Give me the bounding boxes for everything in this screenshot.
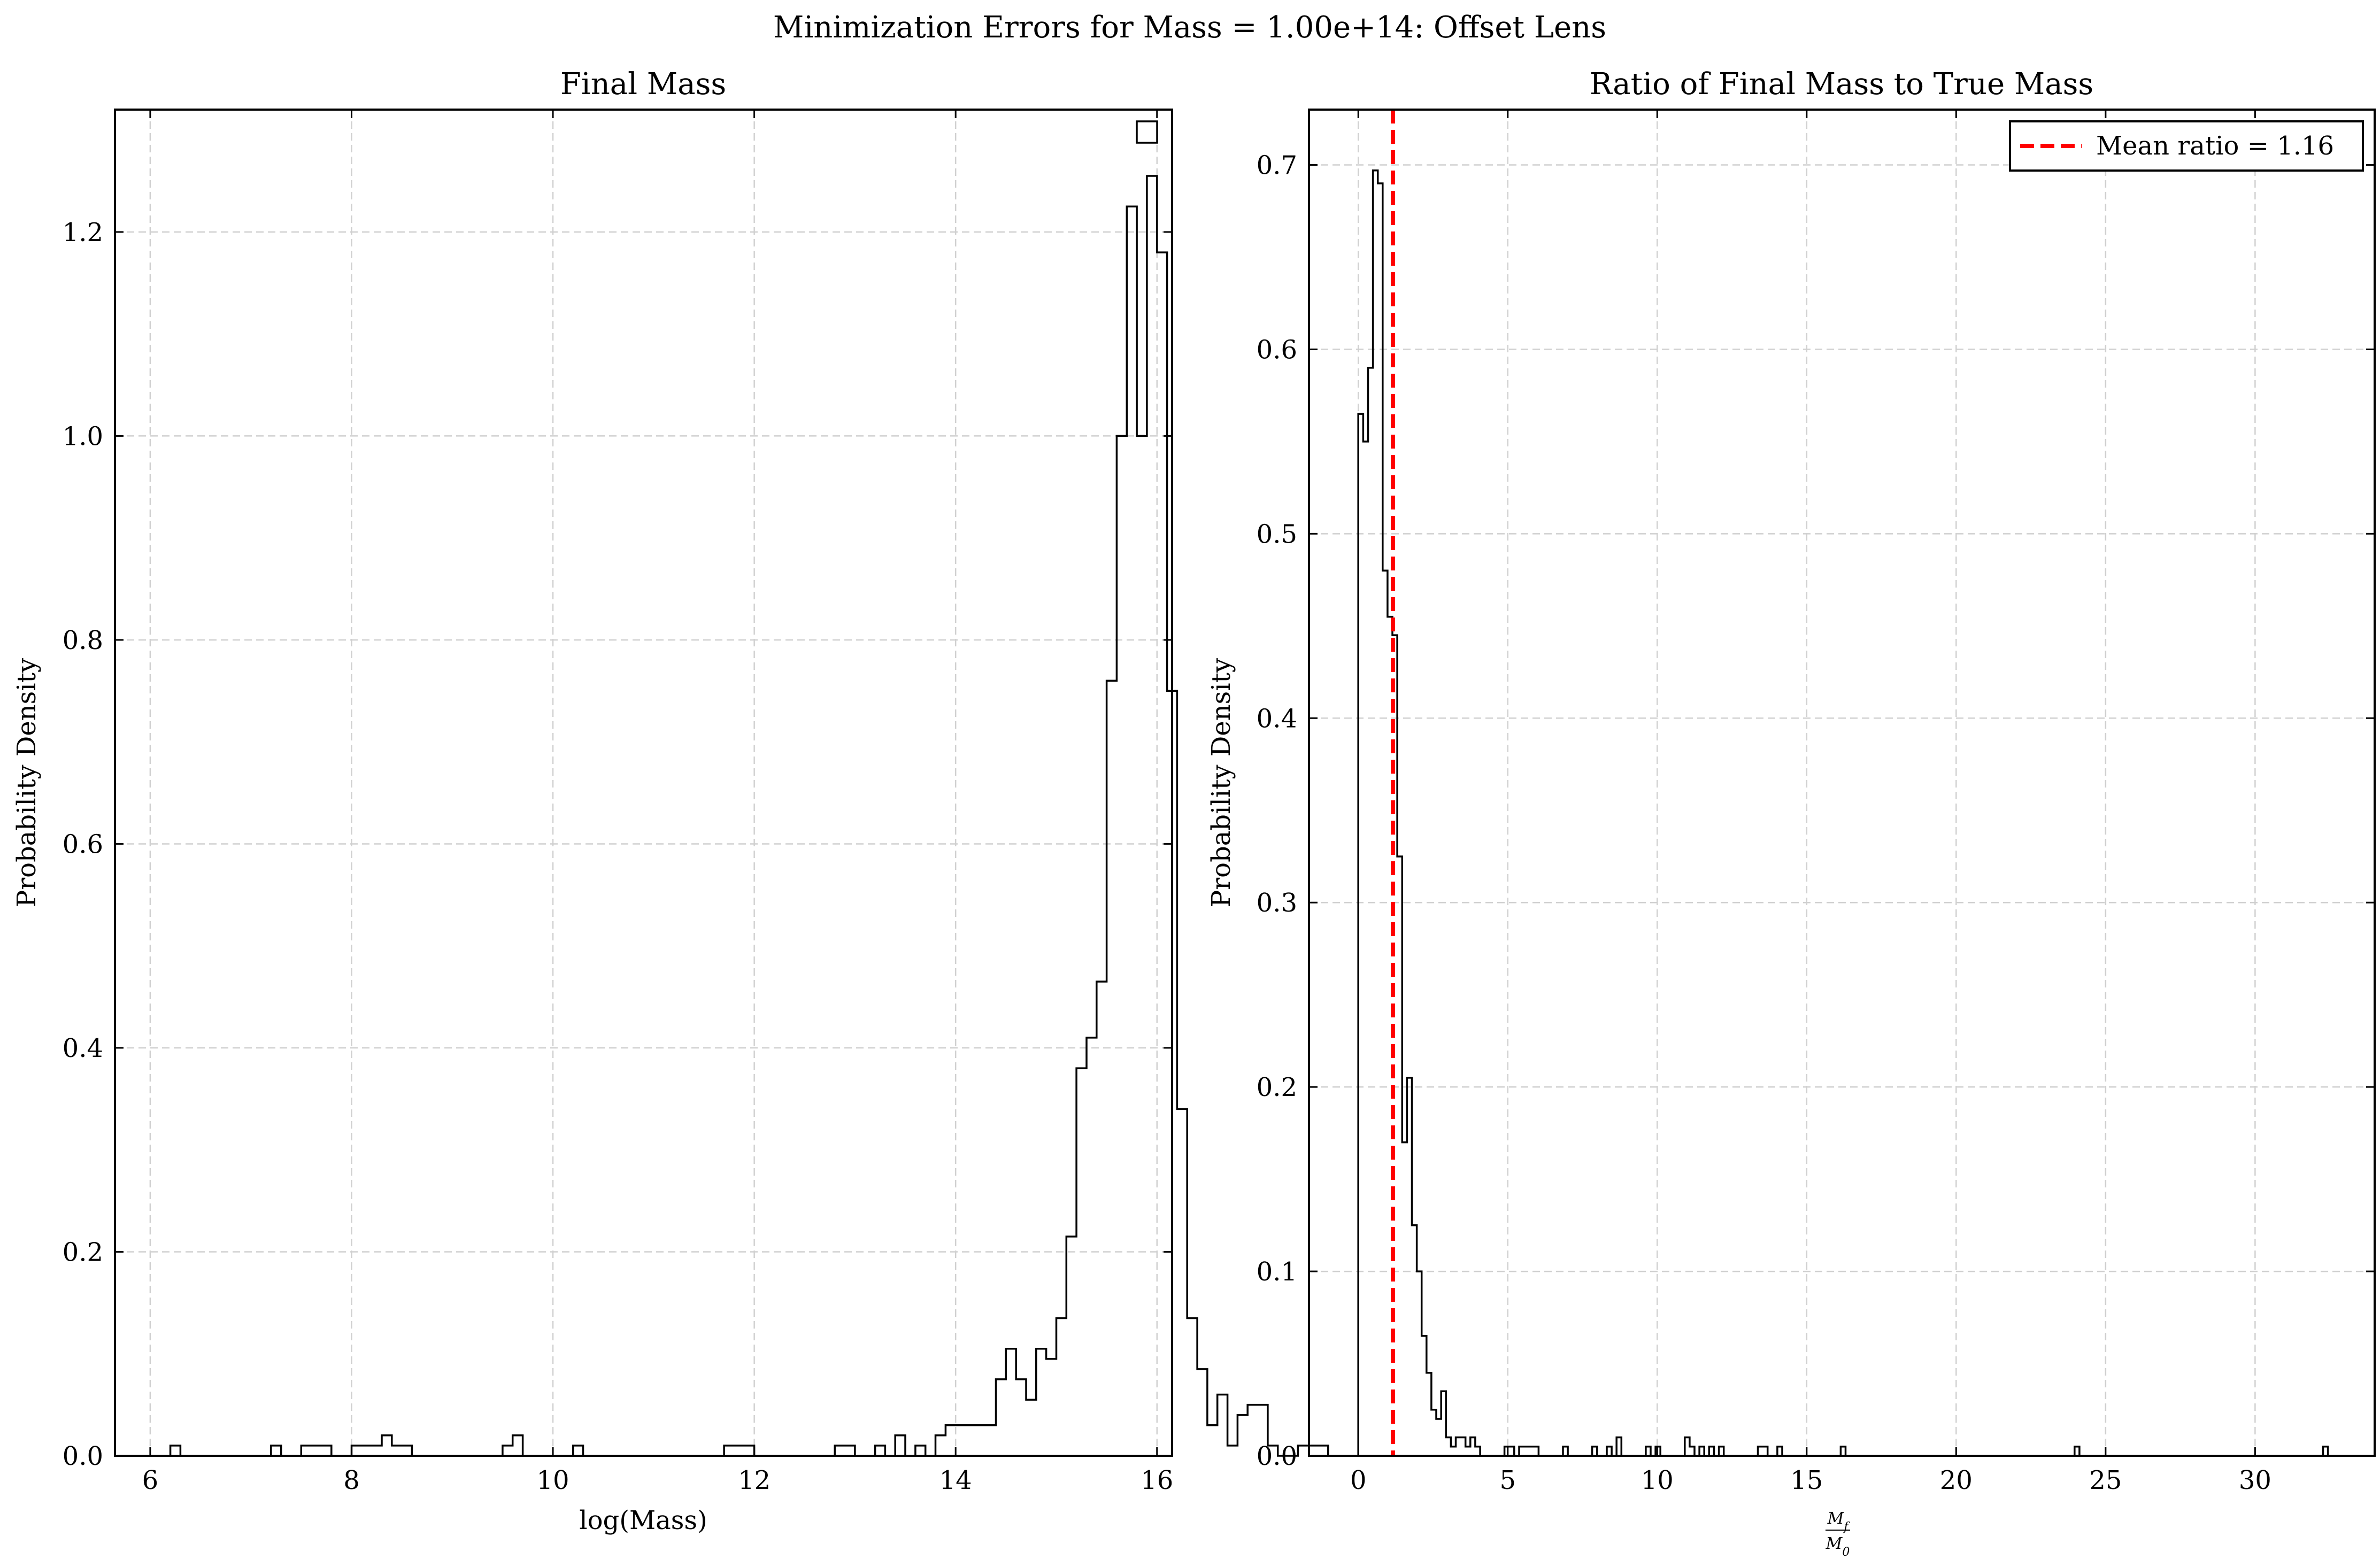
y-tick-label: 0.4 (63, 1033, 103, 1063)
y-tick-label: 0.3 (1257, 888, 1297, 918)
x-tick-label: 5 (1499, 1465, 1516, 1495)
x-tick-label: 12 (738, 1465, 771, 1495)
plot-frame (1308, 109, 2376, 1457)
axis-ticks: 6 8 10 12 14 16 0.0 0.2 0.4 0.6 0.8 1.0 1.2 (63, 110, 1173, 1495)
y-tick-label: 0.5 (1257, 519, 1297, 549)
legend-handle-empty (1136, 120, 1158, 144)
y-axis-label: Probability Density (12, 658, 42, 907)
legend (1136, 120, 1158, 144)
y-tick-label: 0.4 (1257, 704, 1297, 734)
x-tick-label: 14 (939, 1465, 972, 1495)
y-tick-label: 0.0 (63, 1441, 103, 1471)
y-tick-label: 1.2 (63, 218, 103, 248)
plot-frame (114, 109, 1173, 1457)
x-tick-label: 30 (2239, 1465, 2271, 1495)
legend-label-mean-ratio: Mean ratio = 1.16 (2096, 131, 2334, 161)
y-tick-label: 1.0 (63, 421, 103, 451)
axis-ticks: 0 5 10 15 20 25 30 0.0 0.1 0.2 0.3 0.4 0.5 0.6 0.7 (1257, 110, 2375, 1495)
panel-mass-ratio: Ratio of Final Mass to True Mass 0 5 10 15 2… (1206, 67, 2376, 1559)
x-tick-label: 8 (343, 1465, 360, 1495)
y-axis-label: Probability Density (1206, 658, 1236, 907)
histogram-step-outline (150, 175, 1329, 1457)
y-tick-label: 0.2 (1257, 1072, 1297, 1102)
x-tick-label: 0 (1350, 1465, 1367, 1495)
legend: Mean ratio = 1.16 (2009, 120, 2364, 172)
x-tick-label: 25 (2089, 1465, 2122, 1495)
x-tick-label: 20 (1940, 1465, 1973, 1495)
x-tick-label: 10 (537, 1465, 569, 1495)
y-tick-label: 0.8 (63, 626, 103, 655)
figure-suptitle: Minimization Errors for Mass = 1.00e+14:… (773, 10, 1606, 45)
chart-title-final-mass: Final Mass (560, 67, 726, 102)
x-axis-label: log(Mass) (579, 1506, 707, 1535)
y-tick-label: 0.1 (1257, 1257, 1297, 1287)
x-tick-label: 6 (142, 1465, 159, 1495)
y-tick-label: 0.6 (1257, 335, 1297, 365)
histogram (150, 175, 1329, 1457)
x-tick-label: 16 (1141, 1465, 1173, 1495)
gridlines (115, 110, 1172, 1457)
y-tick-label: 0.0 (1257, 1441, 1297, 1471)
chart-title-mass-ratio: Ratio of Final Mass to True Mass (1590, 67, 2093, 102)
y-tick-label: 0.7 (1257, 150, 1297, 180)
panel-final-mass: Final Mass 6 8 10 12 14 16 0.0 0.2 0.4 0.6 0.8 1.0 1… (12, 67, 1329, 1535)
x-tick-label: 10 (1641, 1465, 1674, 1495)
x-tick-label: 15 (1790, 1465, 1823, 1495)
y-tick-label: 0.2 (63, 1237, 103, 1267)
x-axis-label-fraction-den: M0 (1826, 1534, 1850, 1559)
y-tick-label: 0.6 (63, 829, 103, 859)
